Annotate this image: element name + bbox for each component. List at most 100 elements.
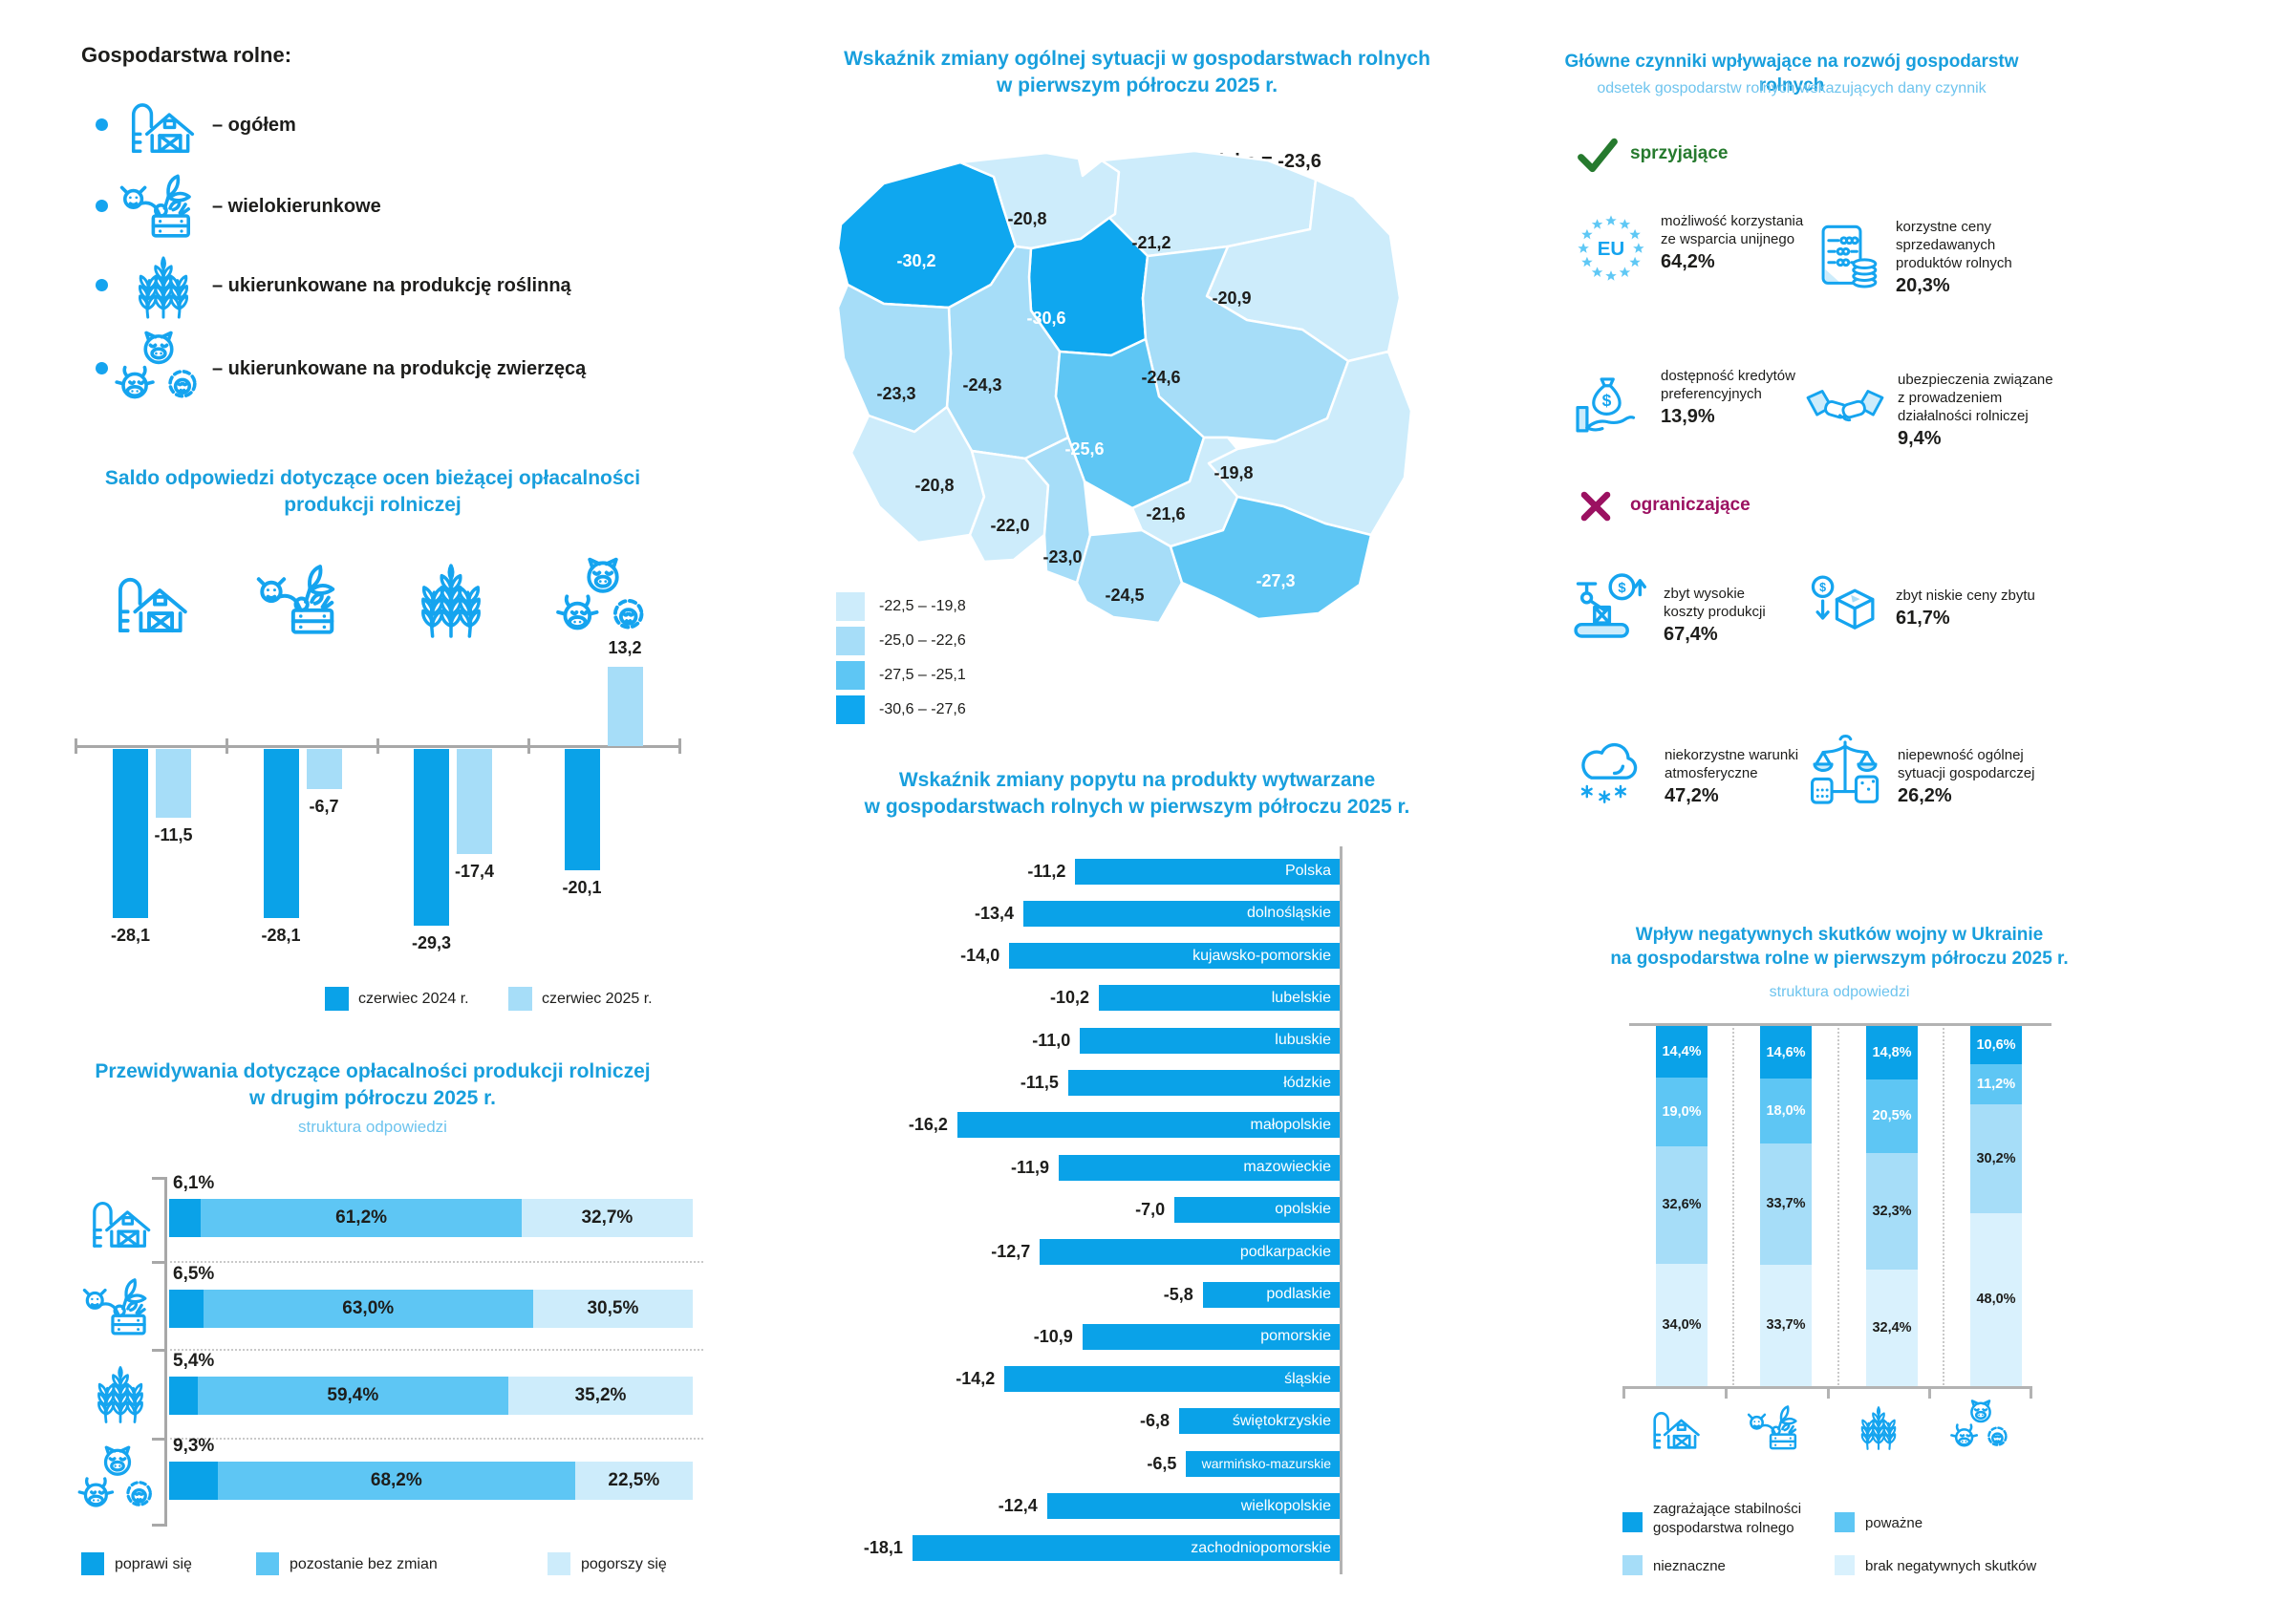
svg-text:-22,0: -22,0 [990,516,1029,535]
handshake-icon [1806,384,1884,438]
barn-icon [107,561,191,643]
demand-region-label: podkarpackie [1239,1243,1331,1260]
forecast-segment: 30,5% [532,1290,693,1328]
legend-label: czerwiec 2024 r. [358,991,469,1007]
svg-text:-30,6: -30,6 [1026,309,1065,328]
ukraine-segment: 18,0% [1760,1079,1812,1143]
row-separator [170,1349,703,1351]
factor-value: 64,2% [1661,251,1715,273]
demand-bar: podkarpackie [1040,1239,1340,1266]
demand-value-label: -14,2 [956,1369,996,1389]
ukraine-segment: 19,0% [1656,1078,1708,1146]
forecast-improve-label: 5,4% [173,1351,215,1371]
legend-swatch-same [256,1552,279,1575]
map-title: Wskaźnik zmiany ogólnej sytuacji w gospo… [844,48,1430,96]
legend-label: poważne [1865,1515,1923,1531]
factor-text: niepewność ogólnej sytuacji gospodarczej [1898,747,2035,782]
ukraine-segment: 33,7% [1760,1143,1812,1265]
factor-value: 13,9% [1661,406,1715,428]
demand-region-label: śląskie [1284,1370,1331,1387]
map-legend-swatch [836,695,865,724]
demand-bar: wielkopolskie [1046,1493,1340,1519]
demand-row: -13,4 dolnośląskie [820,892,1340,934]
production-cost-icon [1572,562,1650,650]
axis-tick [1827,1386,1830,1399]
legend-swatch-improve [81,1552,104,1575]
x-icon [1579,489,1613,524]
forecast-segment-label: 32,7% [581,1207,634,1228]
axis-tick [152,1177,166,1180]
axis-tick [2030,1386,2032,1399]
forecast-improve-label: 6,1% [173,1173,215,1193]
demand-row: -5,8 podlaskie [820,1273,1340,1315]
svg-text:-20,8: -20,8 [914,476,954,495]
ukraine-title: Wpływ negatywnych skutków wojny w Ukrain… [1610,925,2069,970]
demand-value-label: -11,0 [1032,1030,1071,1050]
ukraine-column: 14,8% 20,5% 32,3% 32,4% [1866,1026,1918,1386]
demand-region-label: mazowieckie [1243,1159,1331,1176]
map-legend-label: -25,0 – -22,6 [879,632,966,649]
ukraine-segment: 48,0% [1970,1212,2022,1386]
factor-text: możliwość korzystania ze wsparcia unijne… [1661,213,1804,248]
demand-region-label: dolnośląskie [1246,905,1331,922]
forecast-row-bar: 61,2% 32,7% [169,1199,693,1237]
demand-row: -11,5 łódzkie [820,1062,1340,1104]
legend-swatch-2025 [508,987,532,1011]
demand-region-label: zachodniopomorskie [1191,1539,1331,1556]
barn-icon [122,88,197,162]
legend-label: brak negatywnych skutków [1865,1558,2037,1574]
svg-text:-20,8: -20,8 [1007,209,1046,228]
demand-region-label: kujawsko-pomorskie [1192,947,1331,964]
forecast-segment: 59,4% [197,1377,509,1415]
demand-value-label: -11,5 [1020,1073,1059,1092]
price-list-icon [1814,218,1882,296]
demand-value-label: -13,4 [975,903,1015,923]
ukraine-segment: 32,6% [1656,1145,1708,1264]
ukraine-subtitle: struktura odpowiedzi [1769,984,1910,1000]
livestock-icon [113,330,204,412]
forecast-segment-label: 22,5% [608,1470,660,1490]
demand-row: -18,1 zachodniopomorskie [820,1528,1340,1570]
row-separator [170,1438,703,1440]
demand-bar: pomorskie [1082,1323,1340,1350]
demand-row: -7,0 opolskie [820,1188,1340,1230]
factor-text: zbyt wysokie koszty produkcji [1664,586,1766,621]
ukraine-segment: 11,2% [1970,1063,2022,1105]
demand-region-label: łódzkie [1283,1074,1331,1091]
forecast-segment: 35,2% [508,1377,693,1415]
svg-text:-21,6: -21,6 [1146,504,1185,524]
forecast-row-bar: 68,2% 22,5% [169,1462,693,1500]
demand-bar: mazowieckie [1059,1154,1340,1181]
farm-type-label: – wielokierunkowe [212,196,381,217]
legend-swatch-threat [1622,1512,1643,1532]
demand-bar: małopolskie [956,1112,1340,1139]
demand-row: -10,9 pomorskie [820,1315,1340,1357]
factor-text: niekorzystne warunki atmosferyczne [1665,747,1799,782]
svg-text:-24,3: -24,3 [962,375,1001,395]
demand-bar: kujawsko-pomorskie [1009,943,1340,970]
svg-text:-25,6: -25,6 [1064,439,1104,459]
axis-tick [527,738,530,754]
forecast-title: Przewidywania dotyczące opłacalności pro… [95,1060,651,1109]
forecast-row-bar: 59,4% 35,2% [169,1377,693,1415]
demand-bar: łódzkie [1067,1070,1340,1096]
demand-bar-chart: -11,2 Polska -13,4 dolnośląskie -14,0 kujawsk… [820,850,1340,1576]
legend-swatch-worse [548,1552,570,1575]
axis-tick [678,738,681,754]
mixed-farm-icon [247,560,352,644]
bullet-icon [96,279,108,291]
ukraine-segment: 14,4% [1656,1026,1708,1079]
demand-value-label: -12,4 [998,1496,1038,1515]
forecast-segment-label: 68,2% [370,1470,422,1490]
demand-value-label: -14,0 [960,946,1000,966]
poland-map: -30,2 -20,8 -21,2 -20,9 -30,6 -24,3 -23,… [836,149,1413,625]
factor-value: 67,4% [1664,624,1718,646]
credit-icon [1575,367,1647,439]
legend-swatch-minor [1622,1555,1643,1575]
factor-text: ubezpieczenia związane z prowadzeniem dz… [1898,372,2053,425]
ukraine-segment: 10,6% [1970,1026,2022,1064]
legend-label: pogorszy się [581,1556,667,1572]
demand-row: -16,2 małopolskie [820,1104,1340,1146]
demand-value-label: -6,8 [1140,1411,1171,1431]
ukraine-segment: 14,8% [1866,1026,1918,1079]
